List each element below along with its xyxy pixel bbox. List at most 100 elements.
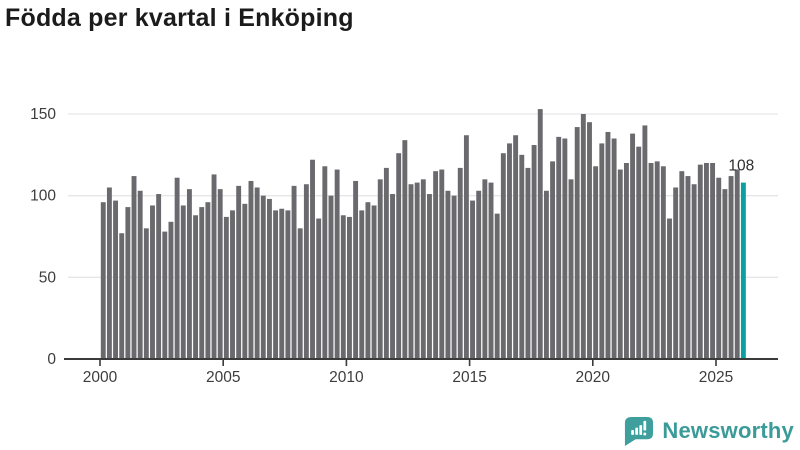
- bar: [488, 182, 494, 359]
- bar: [248, 180, 254, 359]
- y-tick-label: 150: [30, 106, 56, 123]
- bar: [679, 171, 685, 359]
- bar: [451, 195, 457, 359]
- bar: [371, 205, 377, 359]
- bar: [223, 216, 229, 359]
- bar: [722, 189, 728, 359]
- bar: [580, 114, 586, 359]
- bar: [273, 210, 279, 359]
- bar: [623, 163, 629, 359]
- bar: [137, 190, 143, 359]
- x-tick-label: 2015: [452, 369, 486, 386]
- newsworthy-wordmark: Newsworthy: [662, 417, 794, 443]
- bar: [310, 159, 315, 359]
- bar: [574, 127, 580, 359]
- bar: [322, 166, 328, 359]
- bar: [113, 200, 119, 359]
- bar: [500, 153, 506, 359]
- bar: [667, 218, 672, 359]
- bar: [654, 161, 660, 359]
- bar: [593, 166, 599, 359]
- bar: [303, 184, 309, 359]
- bar: [550, 161, 556, 359]
- x-tick-label: 2005: [206, 369, 240, 386]
- bar: [236, 185, 242, 359]
- bar: [162, 231, 168, 359]
- bar: [297, 228, 303, 359]
- bar: [390, 194, 395, 359]
- bar: [414, 182, 420, 359]
- bar: [359, 210, 365, 359]
- bar: [433, 171, 439, 359]
- bar: [143, 228, 149, 359]
- newsworthy-logo-icon: [625, 416, 654, 446]
- bar: [587, 122, 592, 359]
- bar: [482, 179, 488, 359]
- bar: [125, 207, 131, 359]
- bar: [242, 203, 248, 359]
- x-tick-label: 2020: [576, 369, 611, 386]
- bar: [648, 163, 654, 359]
- bar: [605, 131, 611, 359]
- bar: [285, 210, 291, 359]
- bar: [365, 202, 371, 359]
- bar: [266, 198, 272, 359]
- x-tick-label: 2010: [329, 369, 364, 386]
- x-tick-label: 2000: [83, 369, 118, 386]
- bar: [427, 194, 432, 359]
- bar: [494, 213, 500, 359]
- bar: [131, 176, 137, 359]
- bar: [525, 167, 531, 359]
- bar: [716, 177, 722, 359]
- bar: [119, 233, 125, 359]
- bar: [463, 135, 469, 359]
- bar: [630, 133, 636, 359]
- bar: [513, 135, 519, 359]
- bar: [476, 190, 482, 359]
- bar: [340, 215, 346, 359]
- y-tick-label: 50: [39, 269, 57, 286]
- bar: [599, 143, 605, 359]
- bar: [328, 195, 334, 359]
- bar: [636, 146, 642, 359]
- bar: [205, 202, 211, 359]
- bar: [193, 215, 199, 359]
- bar: [734, 169, 740, 359]
- highlight-bar: [740, 182, 746, 359]
- bar: [697, 164, 703, 359]
- y-tick-label: 100: [30, 188, 56, 205]
- bar: [617, 169, 623, 359]
- bar: [353, 180, 359, 359]
- bar: [217, 189, 223, 359]
- bar: [537, 109, 543, 359]
- bar: [457, 167, 463, 359]
- bar: [402, 140, 408, 359]
- y-tick-label: 0: [47, 351, 56, 368]
- bar: [334, 169, 340, 359]
- bar: [519, 154, 525, 359]
- bar: [556, 136, 562, 359]
- bar: [728, 176, 734, 359]
- chart-title: Födda per kvartal i Enköping: [5, 4, 354, 32]
- bar: [408, 184, 414, 359]
- bar: [377, 179, 383, 359]
- bar: [230, 210, 235, 359]
- bar: [507, 143, 512, 359]
- bar: [562, 138, 568, 359]
- bar: [642, 125, 648, 360]
- bar: [168, 221, 174, 359]
- bar: [470, 200, 475, 359]
- bar: [211, 174, 217, 359]
- bar: [531, 145, 537, 359]
- bar: [186, 189, 192, 359]
- bar: [685, 176, 691, 359]
- bar: [150, 205, 155, 359]
- bar: [347, 216, 352, 359]
- bar: [439, 169, 445, 359]
- bar: [316, 218, 322, 359]
- bar: [383, 167, 389, 359]
- bar: [445, 190, 451, 359]
- bar: [279, 208, 285, 359]
- bar: [156, 194, 162, 359]
